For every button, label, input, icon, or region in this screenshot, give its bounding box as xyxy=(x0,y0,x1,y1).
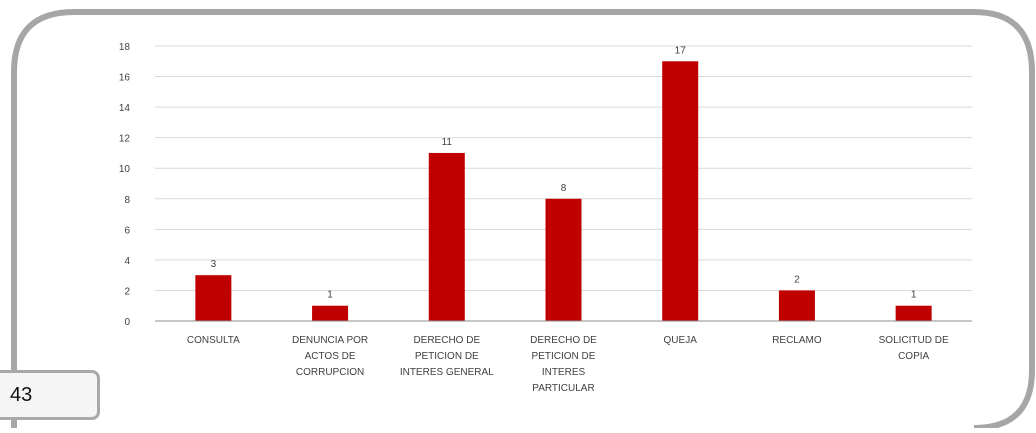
y-axis: 0 2 4 6 8 10 12 14 16 18 xyxy=(119,42,131,328)
bar xyxy=(545,198,582,321)
x-tick-label-line: COPIA xyxy=(898,351,929,362)
y-tick-label: 8 xyxy=(124,195,130,206)
page-number-box: 43 xyxy=(0,370,100,420)
x-tick-label-line: CORRUPCION xyxy=(296,367,364,378)
bar xyxy=(778,290,815,321)
data-label: 2 xyxy=(794,274,800,285)
y-tick-label: 18 xyxy=(119,42,131,53)
x-tick-label-line: QUEJA xyxy=(664,335,698,346)
x-tick-label: DERECHO DE PETICION DE INTERES PARTICULAR xyxy=(530,335,597,394)
rounded-frame-border xyxy=(11,9,1035,431)
x-tick-label: DENUNCIA POR ACTOS DE CORRUPCION xyxy=(292,335,368,378)
bars xyxy=(195,61,932,322)
x-tick-label-line: INTERES xyxy=(542,367,586,378)
bar xyxy=(312,305,349,321)
y-tick-label: 16 xyxy=(119,73,131,84)
x-tick-label-line: CONSULTA xyxy=(187,335,240,346)
y-tick-label: 6 xyxy=(124,225,130,236)
gridlines xyxy=(155,45,972,291)
x-tick-label-line: RECLAMO xyxy=(772,335,822,346)
y-tick-label: 10 xyxy=(119,164,131,175)
x-axis: CONSULTA DENUNCIA POR ACTOS DE CORRUPCIONDE… xyxy=(155,320,972,394)
data-label: 8 xyxy=(561,183,567,194)
x-tick-label-line: PETICION DE xyxy=(415,351,479,362)
y-tick-label: 4 xyxy=(124,256,130,267)
x-tick-label: SOLICITUD DE COPIA xyxy=(879,335,949,362)
data-label: 11 xyxy=(442,137,453,148)
x-tick-label: RECLAMO xyxy=(772,335,822,346)
x-tick-label-line: INTERES GENERAL xyxy=(400,367,494,378)
bar xyxy=(195,275,232,321)
x-tick-label-line: PARTICULAR xyxy=(532,383,594,394)
x-tick-label-line: PETICION DE xyxy=(532,351,596,362)
y-tick-label: 14 xyxy=(119,103,131,114)
x-tick-label-line: ACTOS DE xyxy=(305,351,356,362)
x-tick-label-line: DERECHO DE xyxy=(530,335,597,346)
page-number: 43 xyxy=(10,383,33,406)
x-tick-label-line: SOLICITUD DE xyxy=(879,335,949,346)
bar xyxy=(428,152,465,321)
data-label: 1 xyxy=(327,290,333,301)
y-tick-label: 2 xyxy=(124,286,130,297)
data-label: 3 xyxy=(211,259,217,270)
x-tick-label: CONSULTA xyxy=(187,335,240,346)
data-label: 1 xyxy=(911,290,917,301)
y-tick-label: 12 xyxy=(119,134,131,145)
data-label: 17 xyxy=(675,45,687,56)
bar xyxy=(662,61,699,322)
x-tick-label-line: DENUNCIA POR xyxy=(292,335,368,346)
bar xyxy=(895,305,932,321)
x-tick-label: DERECHO DE PETICION DE INTERES GENERAL xyxy=(400,335,494,378)
x-tick-label: QUEJA xyxy=(664,335,698,346)
y-tick-label: 0 xyxy=(124,317,130,328)
x-tick-label-line: DERECHO DE xyxy=(413,335,480,346)
